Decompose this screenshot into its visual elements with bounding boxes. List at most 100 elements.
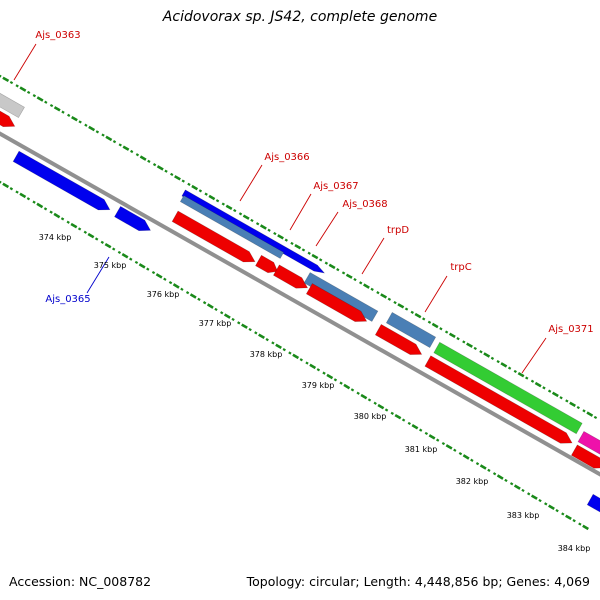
- gc-upper-dash: [15, 84, 19, 88]
- gene-label: Ajs_0367: [313, 181, 358, 192]
- gc-lower-dash: [582, 524, 589, 531]
- gc-upper-dash: [456, 337, 460, 341]
- gene-ajs-0367: [171, 210, 256, 263]
- gc-upper-dash: [404, 307, 409, 311]
- gc-upper-dash: [534, 381, 542, 388]
- gc-lower-dash: [538, 498, 542, 503]
- gc-lower-dash: [339, 381, 343, 385]
- gc-upper-dash: [290, 241, 294, 246]
- gc-upper-dash: [204, 192, 208, 196]
- gene-ajs-0367-shape: [171, 210, 256, 263]
- gc-upper-dash: [277, 234, 284, 240]
- gene-label: trpD: [387, 225, 409, 236]
- gc-upper-dash: [376, 291, 380, 295]
- gc-upper-dash: [311, 253, 319, 260]
- gc-lower-dash: [94, 237, 99, 241]
- gene-ajs-0363: [0, 92, 25, 119]
- gc-lower-dash: [441, 441, 446, 446]
- gc-upper-dash: [233, 208, 237, 213]
- callout-leader-line: [289, 193, 312, 231]
- gc-lower-dash: [401, 418, 406, 422]
- gc-upper-dash: [507, 366, 512, 370]
- gene-ajs-0366-shape: [181, 189, 326, 274]
- gc-upper-dash: [284, 238, 288, 242]
- scale-tick-label: 375 kbp: [94, 261, 127, 270]
- gc-upper-dash: [2, 76, 10, 83]
- gc-upper-dash: [174, 175, 181, 181]
- gc-lower-dash: [453, 448, 457, 452]
- gc-upper-dash: [71, 115, 78, 122]
- gc-upper-dash: [565, 399, 569, 403]
- gc-upper-dash: [483, 352, 491, 358]
- gene-callout: Ajs_0368: [315, 199, 388, 247]
- gc-lower-dash: [492, 472, 497, 476]
- gc-lower-dash: [462, 454, 470, 460]
- gc-lower-dash: [53, 212, 61, 219]
- gc-lower-dash: [282, 348, 286, 352]
- callout-leader-line: [86, 256, 110, 294]
- gc-upper-dash: [238, 212, 243, 216]
- gc-upper-dash: [324, 261, 329, 265]
- gc-lower-dash: [9, 187, 14, 191]
- gc-upper-dash: [517, 371, 525, 378]
- gene-ajs-0373-shape: [586, 493, 600, 513]
- gc-lower-dash: [15, 190, 19, 194]
- gc-lower-dash: [360, 393, 368, 400]
- gc-upper-dash: [569, 401, 576, 408]
- gc-lower-dash: [555, 508, 559, 513]
- gene-ajs-0366-shadow-shape: [179, 195, 285, 259]
- gc-upper-dash: [19, 86, 27, 92]
- gc-upper-dash: [215, 199, 220, 203]
- gc-lower-dash: [299, 358, 303, 362]
- gc-lower-dash: [155, 273, 163, 279]
- gc-upper-dash: [473, 346, 477, 351]
- gc-lower-dash: [112, 247, 116, 251]
- gc-upper-dash: [431, 322, 439, 329]
- gc-lower-dash: [436, 438, 440, 442]
- gc-upper-dash: [164, 169, 168, 173]
- gc-lower-dash: [548, 504, 555, 511]
- gc-upper-dash: [191, 184, 199, 191]
- gc-upper-dash: [444, 330, 449, 334]
- gene-ajs-0366: [181, 189, 326, 274]
- gc-upper-dash: [95, 130, 100, 134]
- gc-lower-dash: [265, 337, 269, 342]
- gene-callouts: Ajs_0363 Ajs_0366 Ajs_0367 Ajs_0368 trpD trpC…: [13, 30, 594, 374]
- gc-upper-dash: [255, 222, 260, 226]
- gc-lower-dash: [60, 217, 65, 221]
- gc-upper-dash: [53, 106, 61, 112]
- gc-upper-dash: [221, 202, 225, 206]
- gene-ajs-0371: [433, 341, 583, 435]
- gc-upper-dash: [422, 317, 426, 321]
- callout-leader-line: [13, 43, 37, 81]
- gc-upper-dash: [152, 163, 157, 167]
- gene-trpC: [385, 311, 437, 349]
- gc-lower-dash: [214, 307, 218, 312]
- gc-upper-dash: [336, 268, 340, 272]
- gc-upper-dash: [301, 248, 306, 252]
- gc-upper-dash: [559, 396, 563, 400]
- gc-lower-dash: [544, 502, 548, 506]
- gc-upper-dash: [525, 376, 529, 380]
- gene-label: Ajs_0368: [342, 199, 387, 210]
- gene-label: Ajs_0363: [35, 30, 80, 41]
- gc-lower-dash: [185, 291, 190, 295]
- gene-callout: trpC: [424, 262, 472, 313]
- gene-trpD-rev: [305, 283, 368, 322]
- gene-callout: trpD: [361, 225, 409, 275]
- gc-upper-dash: [307, 251, 311, 255]
- gene-ajs-0368: [272, 264, 309, 289]
- callout-leader-line: [239, 164, 263, 202]
- gc-upper-dash: [551, 391, 559, 398]
- gc-lower-dash: [475, 462, 480, 466]
- gc-upper-dash: [198, 189, 203, 193]
- gc-lower-dash: [168, 280, 173, 285]
- gc-lower-dash: [202, 301, 207, 305]
- gc-lower-dash: [32, 200, 36, 204]
- gene-trpC-shape: [385, 311, 437, 349]
- gc-upper-dash: [427, 320, 432, 324]
- gene-callout: Ajs_0367: [289, 181, 359, 231]
- gc-lower-dash: [77, 227, 82, 231]
- gc-upper-dash: [105, 135, 113, 142]
- gc-upper-dash: [273, 231, 277, 236]
